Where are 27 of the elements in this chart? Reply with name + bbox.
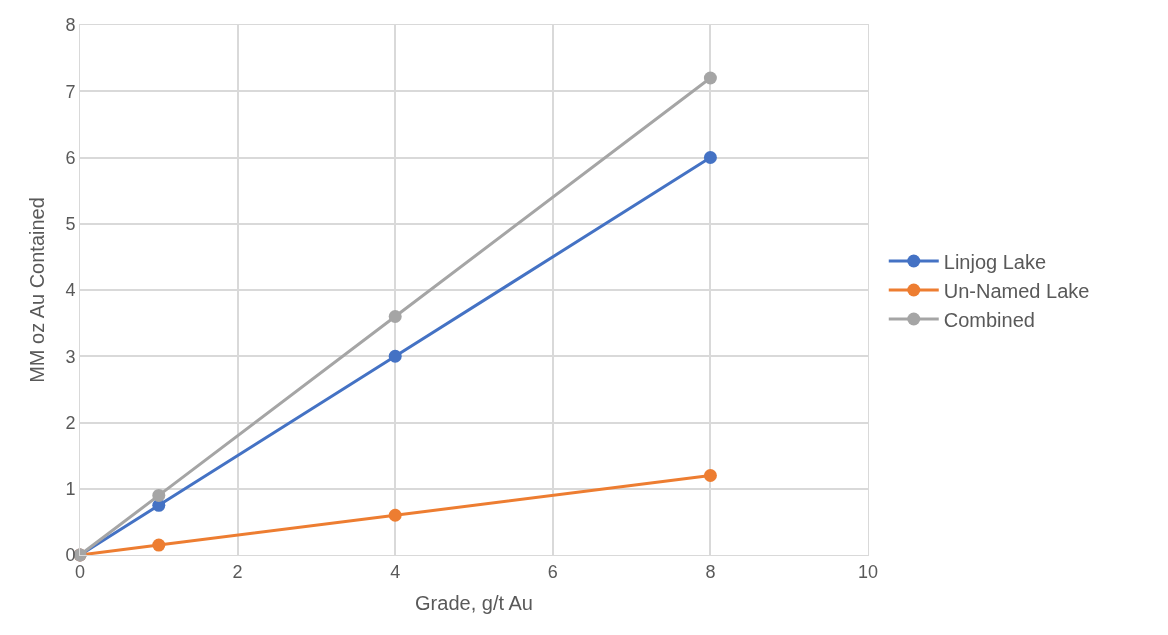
y-tick-label: 2 <box>65 412 76 433</box>
y-tick-label: 4 <box>65 280 76 301</box>
point <box>152 488 166 502</box>
x-tick-label: 4 <box>390 561 401 582</box>
point <box>703 151 717 164</box>
point <box>388 508 402 522</box>
y-axis-title: MM oz Au Contained <box>25 197 48 383</box>
y-tick-label: 6 <box>65 147 76 168</box>
x-tick-label: 8 <box>705 561 716 582</box>
legend-label: Linjog Lake <box>943 250 1047 273</box>
point <box>703 71 717 85</box>
point <box>388 349 402 363</box>
y-tick-label: 8 <box>65 15 76 36</box>
x-tick-label: 10 <box>857 561 879 582</box>
point <box>703 469 717 482</box>
point <box>152 538 166 552</box>
y-tick-label: 5 <box>65 214 76 235</box>
x-tick-label: 2 <box>232 561 243 582</box>
x-axis-title: Grade, g/t Au <box>415 592 533 615</box>
y-tick-label: 3 <box>65 346 76 367</box>
y-tick-label: 0 <box>65 545 76 566</box>
legend-label: Combined <box>943 308 1035 331</box>
y-tick-label: 7 <box>65 81 76 102</box>
y-tick-label: 1 <box>65 479 76 500</box>
x-tick-label: 6 <box>547 561 558 582</box>
legend-label: Un-Named Lake <box>943 279 1090 302</box>
point <box>388 310 402 323</box>
